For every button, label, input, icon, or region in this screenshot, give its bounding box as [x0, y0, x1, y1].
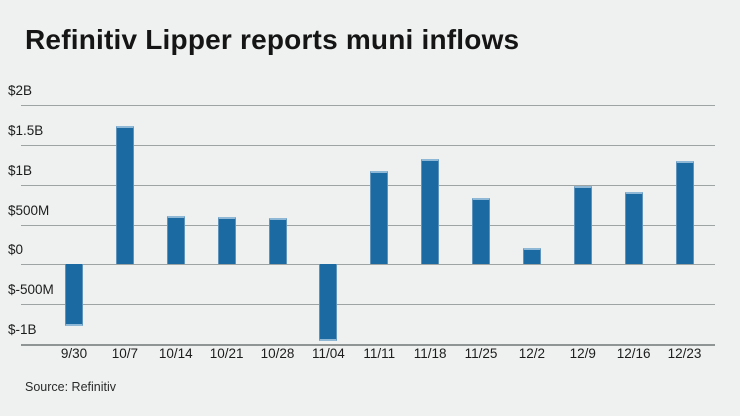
y-axis-tick-label: $-1B: [8, 321, 37, 337]
x-axis-tick-label: 11/25: [464, 346, 498, 361]
bar-11-25: [472, 198, 490, 265]
gridline-0: [21, 264, 715, 266]
y-axis-tick-label: $500M: [8, 202, 50, 218]
x-axis-tick-label: 10/7: [111, 346, 139, 361]
gridline--500M: [21, 304, 715, 306]
x-axis-tick-label: 11/18: [413, 346, 447, 361]
bar-12-2: [522, 248, 541, 265]
gridline-1B: [21, 184, 715, 186]
bar-9-30: [65, 264, 83, 327]
bar-12-16: [624, 192, 643, 265]
gridline--1B: [21, 343, 715, 346]
x-axis-tick-label: 10/21: [209, 346, 244, 361]
gridline-500M: [21, 224, 715, 226]
y-axis-tick-label: $1.5B: [8, 123, 44, 139]
x-axis-tick-label: 10/14: [158, 346, 193, 361]
y-axis-tick-label: $0: [8, 242, 24, 258]
bar-11-18: [421, 158, 440, 265]
bar-12-23: [675, 160, 694, 265]
y-axis-tick-label: $-500M: [8, 282, 54, 298]
x-axis-tick-label: 12/23: [667, 346, 702, 361]
bar-10-21: [217, 216, 236, 265]
bar-10-7: [115, 126, 134, 265]
bar-11-11: [370, 171, 389, 265]
x-axis-tick-label: 12/16: [616, 346, 651, 361]
y-axis-tick-label: $1B: [8, 162, 33, 178]
source-note: Source: Refinitiv: [25, 380, 117, 394]
bar-10-14: [166, 215, 185, 265]
bar-11-04: [319, 264, 338, 341]
bar-10-28: [268, 218, 287, 265]
x-axis-tick-label: 12/2: [518, 346, 546, 361]
x-axis-tick-label: 12/9: [569, 346, 596, 361]
x-axis-tick-label: 11/04: [312, 346, 345, 361]
x-axis-tick-label: 11/11: [363, 346, 396, 361]
gridline-1.5B: [21, 145, 715, 147]
bar-12-9: [573, 185, 592, 265]
chart-title: Refinitiv Lipper reports muni inflows: [25, 24, 520, 55]
y-axis-tick-label: $2B: [8, 83, 33, 99]
x-axis-tick-label: 9/30: [60, 346, 88, 361]
x-axis-tick-label: 10/28: [260, 346, 295, 361]
gridline-2B: [21, 105, 715, 107]
